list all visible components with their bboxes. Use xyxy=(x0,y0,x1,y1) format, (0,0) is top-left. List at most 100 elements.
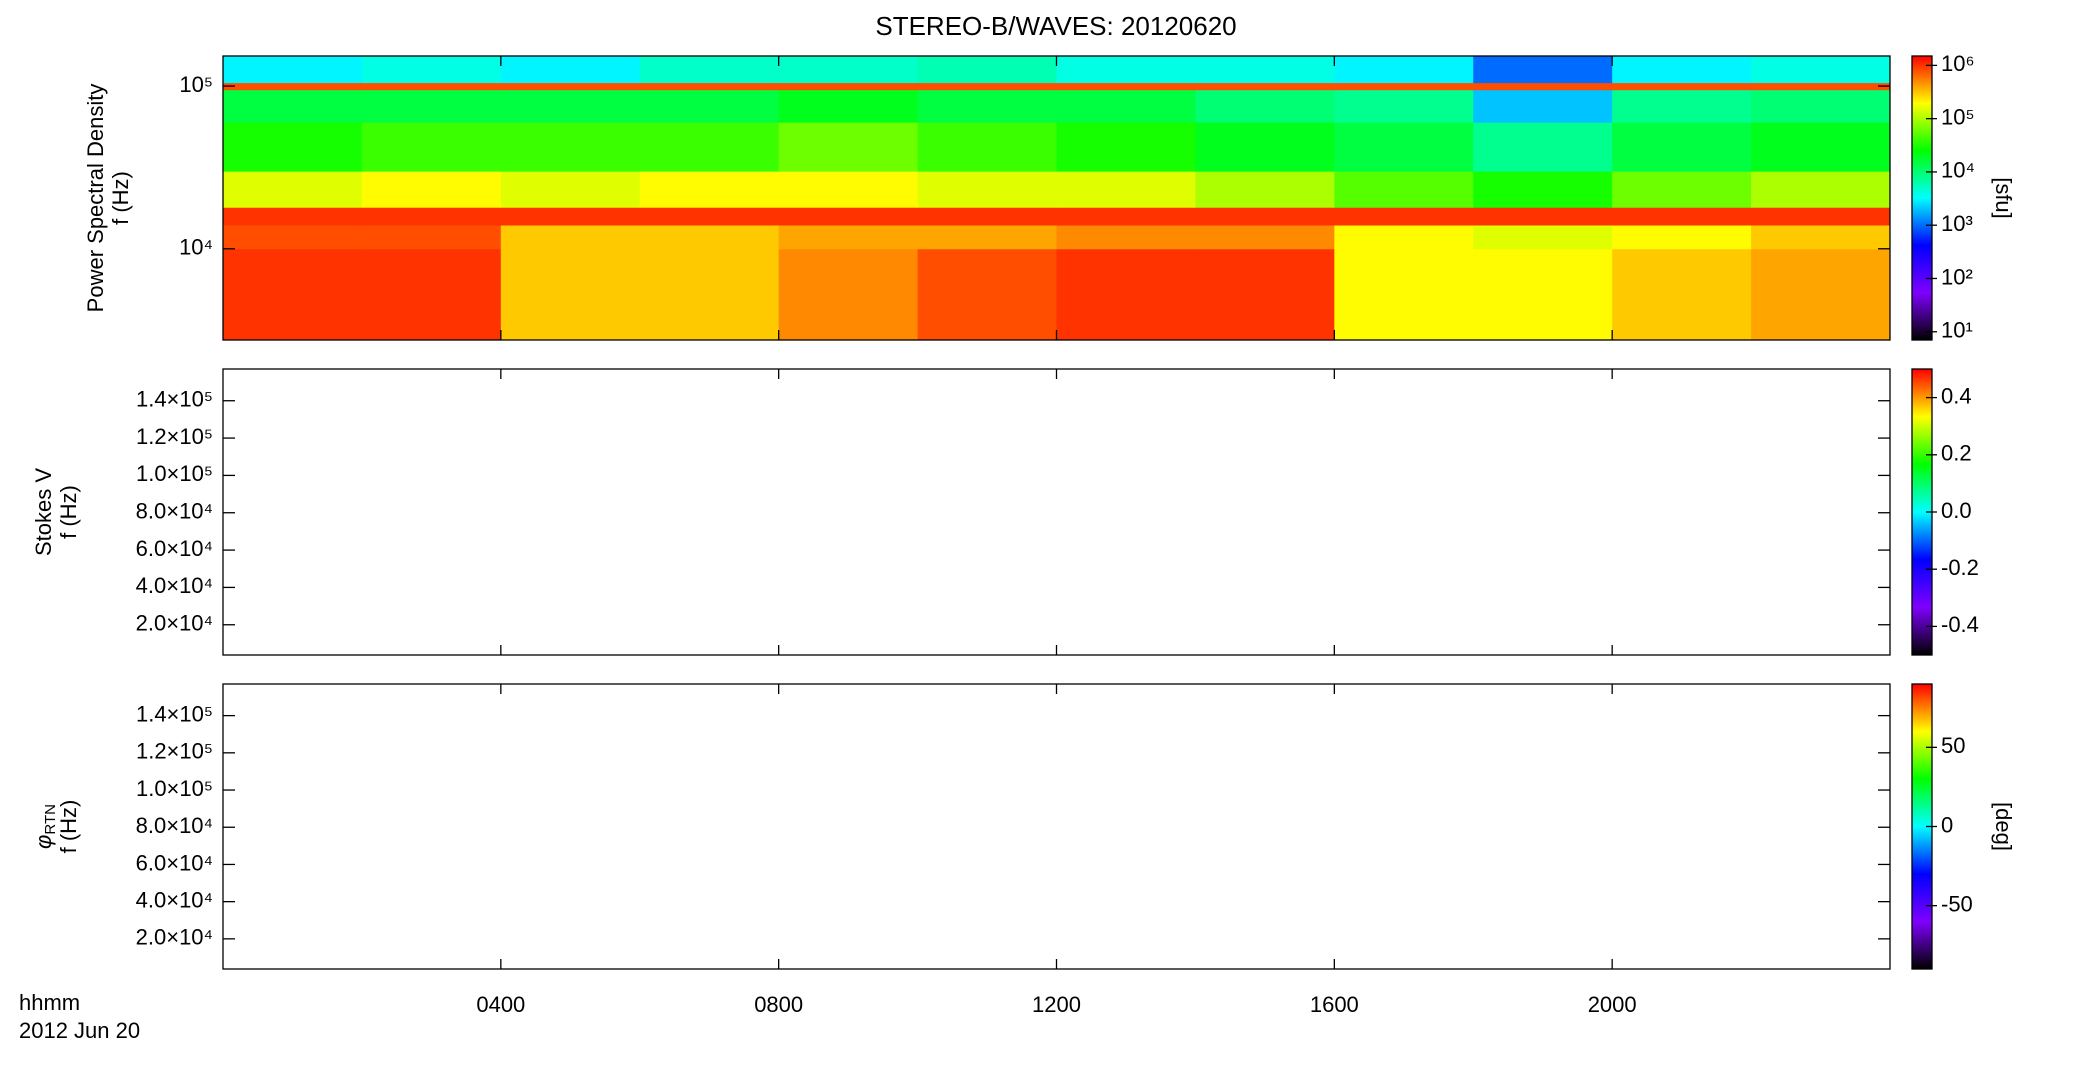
heatmap-cell xyxy=(1473,56,1613,84)
y-tick-label: 10⁵ xyxy=(179,72,213,97)
x-axis-label: hhmm xyxy=(19,990,80,1015)
heatmap-cell xyxy=(1612,224,1752,250)
heatmap-cell xyxy=(1056,89,1196,123)
y-tick-label: 1.2×10⁵ xyxy=(136,739,213,764)
heatmap-cell xyxy=(1751,82,1891,91)
heatmap-cell xyxy=(1751,207,1891,226)
heatmap-cell xyxy=(1473,207,1613,226)
heatmap-cell xyxy=(1334,207,1474,226)
heatmap-cell xyxy=(1056,224,1196,250)
y-axis-label: Stokes V xyxy=(31,468,56,556)
heatmap-cell xyxy=(778,248,919,341)
heatmap-cell xyxy=(917,207,1057,226)
heatmap-cell xyxy=(1751,171,1891,208)
y-tick-label: 1.2×10⁵ xyxy=(136,424,213,449)
heatmap-cell xyxy=(639,56,780,84)
heatmap-cell xyxy=(1334,171,1474,208)
heatmap-cell xyxy=(1195,171,1335,208)
heatmap-cell xyxy=(1473,248,1613,341)
heatmap-cell xyxy=(639,248,780,341)
heatmap-cell xyxy=(1612,207,1752,226)
heatmap-cell xyxy=(1195,224,1335,250)
heatmap-cell xyxy=(500,56,641,84)
heatmap-cell xyxy=(500,207,641,226)
chart-title: STEREO-B/WAVES: 20120620 xyxy=(875,11,1236,41)
heatmap-cell xyxy=(223,224,363,250)
heatmap-cell xyxy=(1195,207,1335,226)
heatmap-cell xyxy=(1334,122,1474,172)
heatmap-cell xyxy=(1751,224,1891,250)
heatmap-cell xyxy=(223,248,363,341)
heatmap-cell xyxy=(917,171,1057,208)
x-tick-label: 0400 xyxy=(476,992,525,1017)
heatmap-cell xyxy=(223,82,363,91)
heatmap-cell xyxy=(778,171,919,208)
colorbar-tick-label: 10⁴ xyxy=(1941,158,1975,183)
colorbar xyxy=(1911,55,1933,341)
colorbar-tick-label: 0.0 xyxy=(1941,498,1972,523)
heatmap-cell xyxy=(1612,248,1752,341)
heatmap-cell xyxy=(223,122,363,172)
heatmap-cell xyxy=(1056,82,1196,91)
date-label: 2012 Jun 20 xyxy=(19,1018,140,1043)
heatmap-cell xyxy=(1195,56,1335,84)
colorbar-tick-label: 50 xyxy=(1941,733,1965,758)
y-axis-label: Power Spectral Density xyxy=(83,84,108,313)
heatmap-cell xyxy=(500,248,641,341)
y-tick-label: 6.0×10⁴ xyxy=(136,850,213,875)
colorbar-tick-label: 10⁵ xyxy=(1941,104,1975,129)
heatmap-cell xyxy=(778,122,919,172)
y-tick-label: 6.0×10⁴ xyxy=(136,536,213,561)
heatmap-cell xyxy=(223,171,363,208)
y-tick-label: 8.0×10⁴ xyxy=(136,499,213,524)
heatmap-cell xyxy=(917,122,1057,172)
heatmap-cell xyxy=(500,224,641,250)
heatmap-cell xyxy=(778,224,919,250)
heatmap-cell xyxy=(1612,171,1752,208)
y-tick-label: 1.4×10⁵ xyxy=(136,387,213,412)
y-axis-label: f (Hz) xyxy=(108,171,133,225)
heatmap-cell xyxy=(1195,89,1335,123)
heatmap-cell xyxy=(1751,122,1891,172)
heatmap-cell xyxy=(361,89,502,123)
heatmap-cell xyxy=(361,224,502,250)
colorbar-tick-label: -0.2 xyxy=(1941,555,1979,580)
heatmap-cell xyxy=(361,248,502,341)
heatmap-cell xyxy=(639,224,780,250)
y-tick-label: 2.0×10⁴ xyxy=(136,611,213,636)
y-tick-label: 1.0×10⁵ xyxy=(136,776,213,801)
colorbar-tick-label: 10³ xyxy=(1941,211,1973,236)
x-tick-label: 1600 xyxy=(1310,992,1359,1017)
colorbar-tick-label: 10¹ xyxy=(1941,318,1973,343)
y-tick-label: 1.0×10⁵ xyxy=(136,461,213,486)
colorbar-tick-label: -50 xyxy=(1941,891,1973,916)
heatmap-cell xyxy=(917,82,1057,91)
heatmap-cell xyxy=(778,89,919,123)
heatmap-cell xyxy=(917,224,1057,250)
heatmap-cell xyxy=(1612,89,1752,123)
colorbar-label: [sfu] xyxy=(1991,177,2016,219)
x-tick-label: 2000 xyxy=(1588,992,1637,1017)
heatmap-cell xyxy=(361,171,502,208)
colorbar-tick-label: 10⁶ xyxy=(1941,51,1975,76)
heatmap-cell xyxy=(1473,89,1613,123)
heatmap-cell xyxy=(1473,82,1613,91)
heatmap-cell xyxy=(917,248,1057,341)
heatmap-cell xyxy=(1056,56,1196,84)
heatmap-cell xyxy=(500,89,641,123)
heatmap-cell xyxy=(223,207,363,226)
y-axis-label-symbol: φ xyxy=(31,835,56,849)
heatmap-cell xyxy=(917,89,1057,123)
colorbar-tick-label: -0.4 xyxy=(1941,612,1979,637)
heatmap-cell xyxy=(500,122,641,172)
heatmap-cell xyxy=(639,82,780,91)
heatmap-cell xyxy=(1334,89,1474,123)
heatmap-cell xyxy=(361,122,502,172)
heatmap-cell xyxy=(500,171,641,208)
heatmap-cell xyxy=(1334,248,1474,341)
heatmap-cell xyxy=(917,56,1057,84)
heatmap-cell xyxy=(1334,224,1474,250)
heatmap-cell xyxy=(1195,248,1335,341)
